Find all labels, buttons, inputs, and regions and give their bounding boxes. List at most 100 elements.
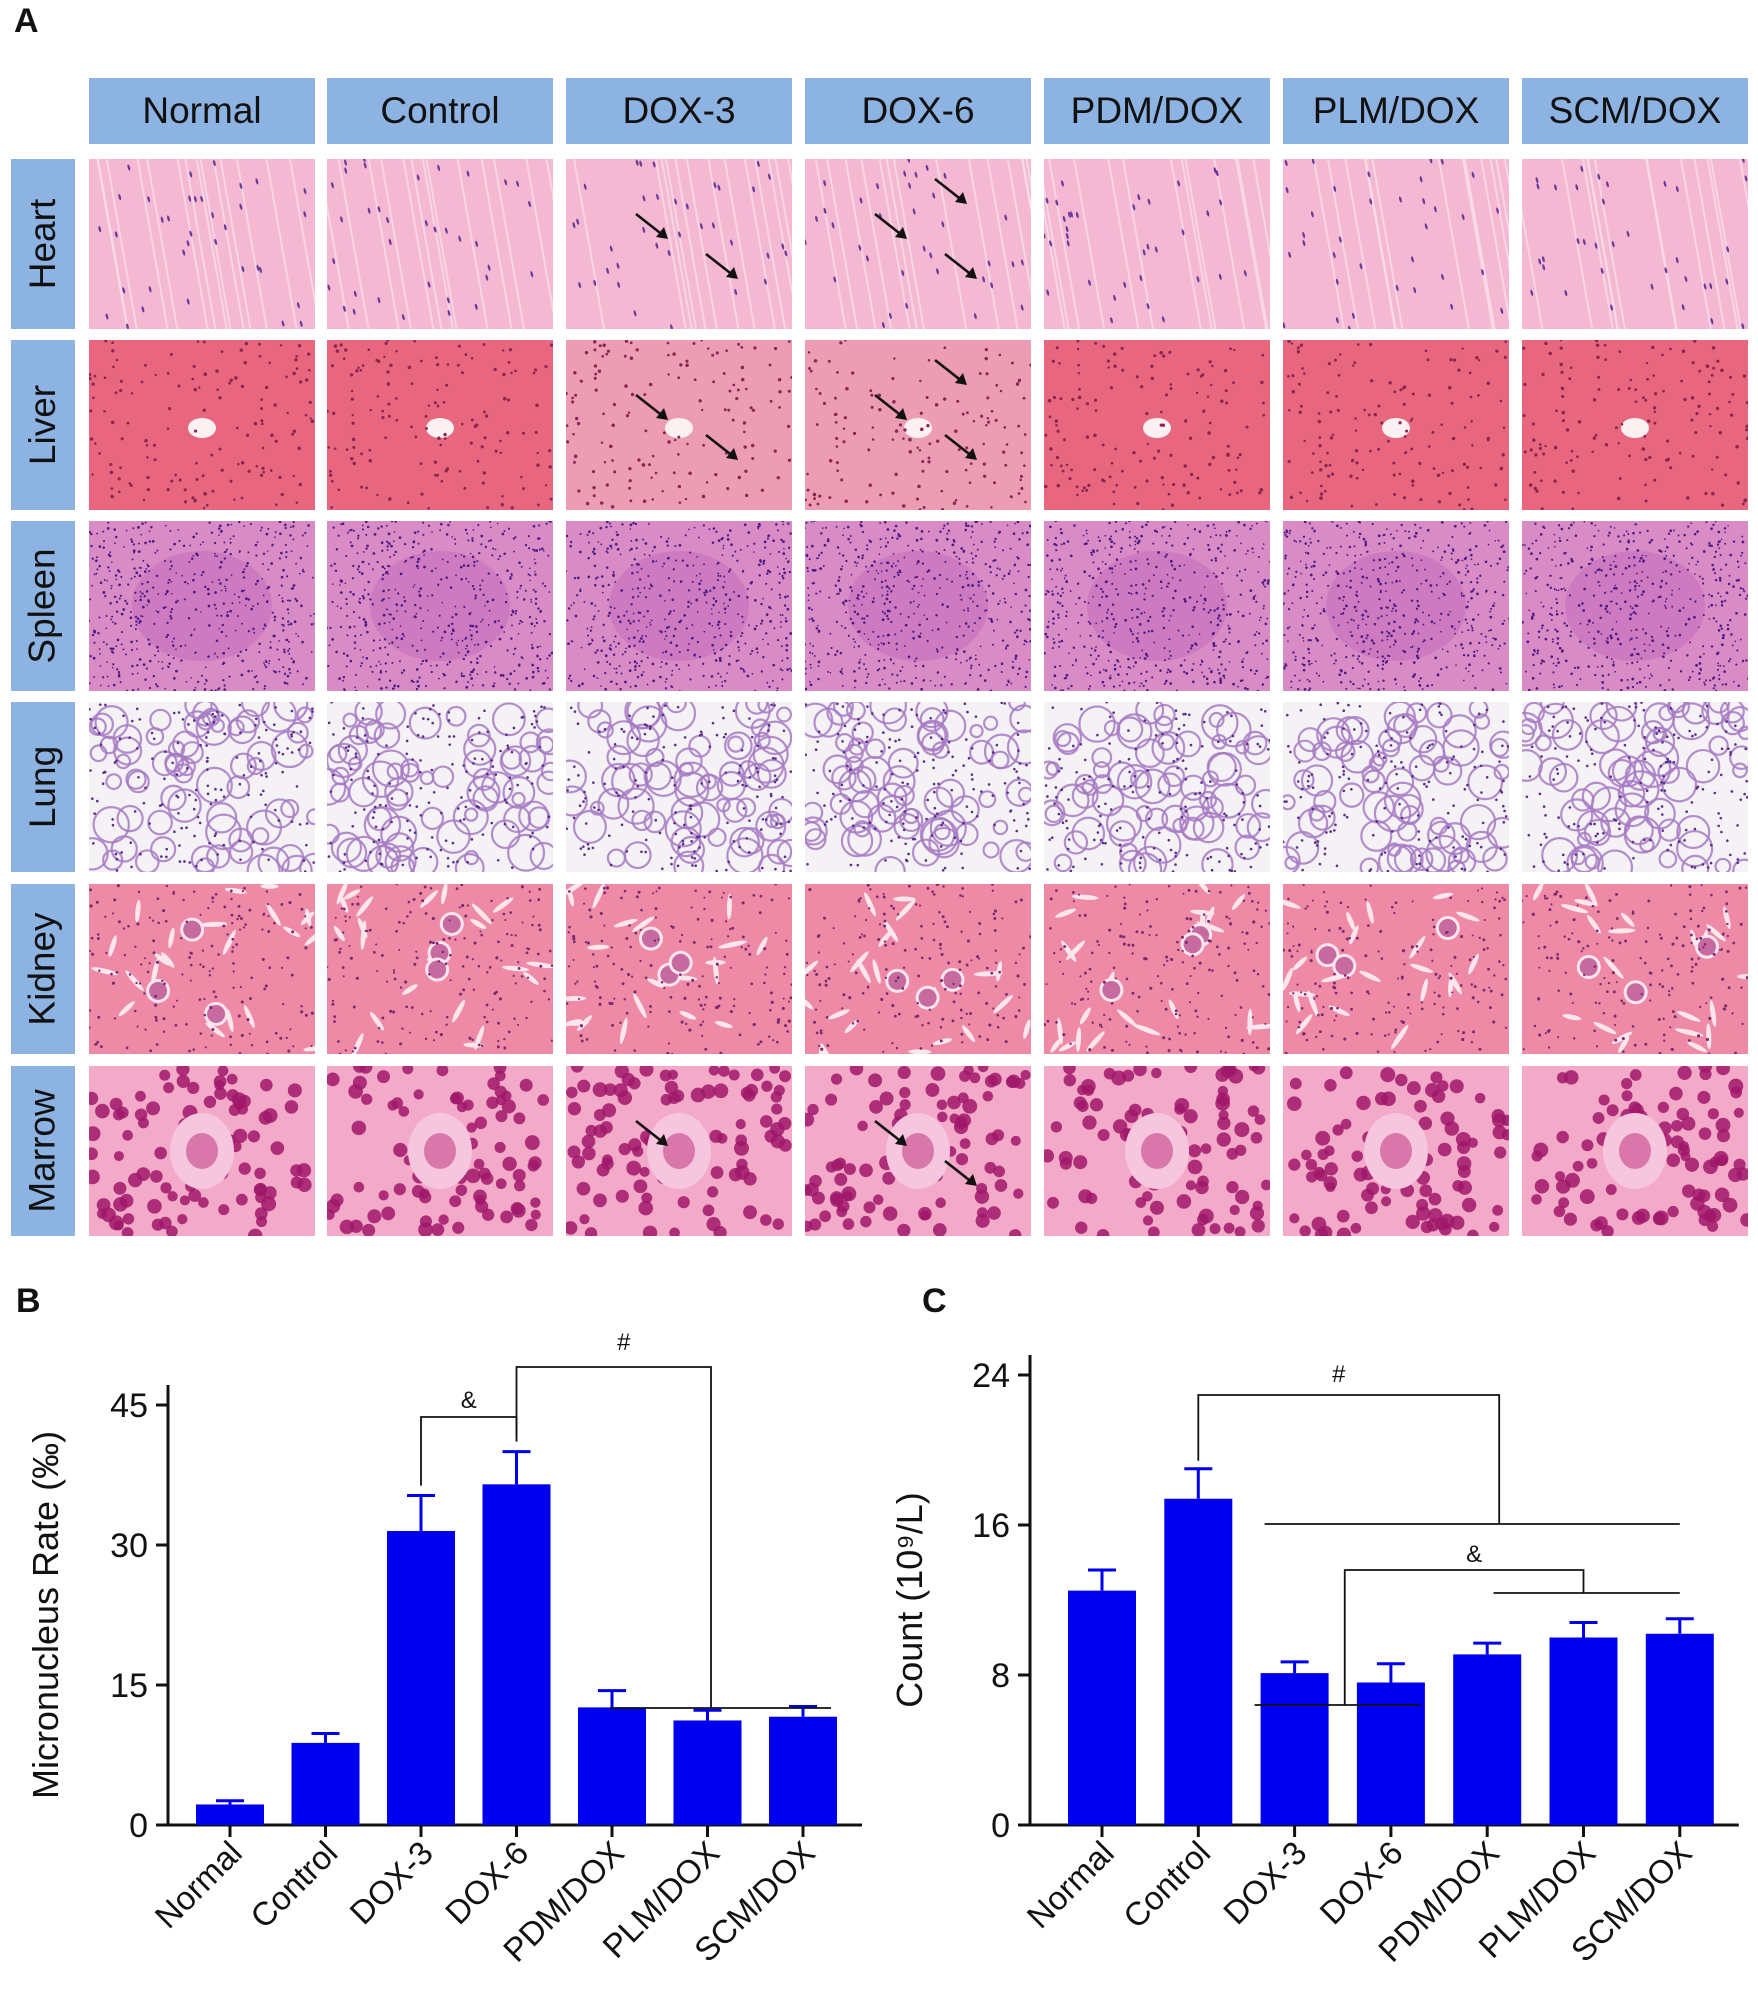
row-header-label: Kidney (22, 912, 64, 1025)
significance-ampersand: & (1466, 1541, 1482, 1568)
micrograph-liver-control (327, 340, 553, 510)
row-header-spleen: Spleen (11, 521, 75, 691)
x-tick-label-dox-3: DOX-3 (342, 1834, 439, 1931)
x-tick-label-dox-3: DOX-3 (1216, 1834, 1313, 1931)
row-header-label: Lung (22, 746, 64, 828)
micrograph-liver-plm-dox (1283, 340, 1509, 510)
micrograph-spleen-dox-3 (566, 521, 792, 691)
bar-scm-dox (1646, 1634, 1714, 1825)
micrograph-spleen-scm-dox (1522, 521, 1748, 691)
y-tick-label: 16 (972, 1507, 1010, 1545)
micrograph-marrow-dox-3 (566, 1066, 792, 1236)
micrograph-marrow-dox-6 (805, 1066, 1031, 1236)
micrograph-spleen-pdm-dox (1044, 521, 1270, 691)
x-tick-label-dox-6: DOX-6 (1312, 1834, 1409, 1931)
bar-control (292, 1743, 360, 1825)
micrograph-kidney-plm-dox (1283, 884, 1509, 1054)
micrograph-liver-dox-3 (566, 340, 792, 510)
significance-hash: # (1332, 1361, 1346, 1388)
micrograph-marrow-control (327, 1066, 553, 1236)
micrograph-marrow-pdm-dox (1044, 1066, 1270, 1236)
y-tick-label: 0 (991, 1807, 1010, 1845)
y-tick-label: 15 (110, 1667, 148, 1705)
micrograph-spleen-plm-dox (1283, 521, 1509, 691)
y-axis-label: Count (10⁹/L) (889, 1492, 930, 1708)
bracket-dox3-dox6 (421, 1417, 517, 1486)
micrograph-spleen-control (327, 521, 553, 691)
row-header-label: Marrow (22, 1089, 64, 1212)
x-tick-label-control: Control (1116, 1834, 1217, 1935)
micrograph-liver-pdm-dox (1044, 340, 1270, 510)
micrograph-kidney-dox-3 (566, 884, 792, 1054)
column-header-normal: Normal (89, 78, 315, 144)
bar-dox-3 (1261, 1673, 1329, 1825)
column-header-pdm-dox: PDM/DOX (1044, 78, 1270, 144)
significance-ampersand: & (461, 1387, 477, 1414)
bar-scm-dox (769, 1717, 837, 1825)
micrograph-heart-control (327, 159, 553, 329)
column-header-scm-dox: SCM/DOX (1522, 78, 1748, 144)
micrograph-lung-control (327, 702, 553, 872)
y-tick-label: 45 (110, 1387, 148, 1425)
y-tick-label: 8 (991, 1657, 1010, 1695)
micrograph-spleen-dox-6 (805, 521, 1031, 691)
micrograph-liver-dox-6 (805, 340, 1031, 510)
y-tick-label: 0 (129, 1807, 148, 1845)
column-header-control: Control (327, 78, 553, 144)
micrograph-heart-scm-dox (1522, 159, 1748, 329)
x-tick-label-normal: Normal (1020, 1834, 1121, 1935)
bar-normal (196, 1804, 264, 1825)
bar-plm-dox (674, 1720, 742, 1825)
micrograph-spleen-normal (89, 521, 315, 691)
bar-dox-6 (1357, 1683, 1425, 1826)
micrograph-lung-normal (89, 702, 315, 872)
micrograph-kidney-pdm-dox (1044, 884, 1270, 1054)
micrograph-heart-pdm-dox (1044, 159, 1270, 329)
row-header-lung: Lung (11, 702, 75, 872)
row-header-label: Heart (22, 199, 64, 289)
row-header-marrow: Marrow (11, 1066, 75, 1236)
micrograph-liver-normal (89, 340, 315, 510)
bracket-control-treatments (1198, 1395, 1499, 1524)
row-header-label: Spleen (22, 548, 64, 663)
panel-label-a: A (14, 2, 39, 41)
micrograph-heart-normal (89, 159, 315, 329)
micrograph-liver-scm-dox (1522, 340, 1748, 510)
y-tick-label: 30 (110, 1527, 148, 1565)
bar-normal (1068, 1591, 1136, 1825)
column-header-plm-dox: PLM/DOX (1283, 78, 1509, 144)
x-tick-label-control: Control (243, 1834, 344, 1935)
micrograph-marrow-plm-dox (1283, 1066, 1509, 1236)
x-tick-label-normal: Normal (148, 1834, 249, 1935)
micrograph-kidney-control (327, 884, 553, 1054)
row-header-label: Liver (22, 385, 64, 465)
micrograph-kidney-scm-dox (1522, 884, 1748, 1054)
column-header-dox-3: DOX-3 (566, 78, 792, 144)
micrograph-lung-dox-6 (805, 702, 1031, 872)
micrograph-heart-dox-3 (566, 159, 792, 329)
micrograph-kidney-normal (89, 884, 315, 1054)
y-axis-label: Micronucleus Rate (‰) (25, 1431, 66, 1799)
bar-plm-dox (1550, 1638, 1618, 1826)
row-header-heart: Heart (11, 159, 75, 329)
micrograph-lung-plm-dox (1283, 702, 1509, 872)
micrograph-marrow-normal (89, 1066, 315, 1236)
significance-hash: # (617, 1329, 631, 1356)
column-header-dox-6: DOX-6 (805, 78, 1031, 144)
bar-dox-6 (483, 1484, 551, 1825)
row-header-kidney: Kidney (11, 884, 75, 1054)
micrograph-lung-dox-3 (566, 702, 792, 872)
micrograph-heart-plm-dox (1283, 159, 1509, 329)
bar-pdm-dox (578, 1707, 646, 1825)
bar-control (1164, 1499, 1232, 1825)
micrograph-kidney-dox-6 (805, 884, 1031, 1054)
bar-dox-3 (387, 1531, 455, 1825)
micrograph-heart-dox-6 (805, 159, 1031, 329)
row-header-liver: Liver (11, 340, 75, 510)
micrograph-lung-scm-dox (1522, 702, 1748, 872)
micronucleus-rate-chart: 0 15 30 45 Micronucleus Rate (‰) NormalContro… (0, 1300, 880, 2004)
micrograph-marrow-scm-dox (1522, 1066, 1748, 1236)
